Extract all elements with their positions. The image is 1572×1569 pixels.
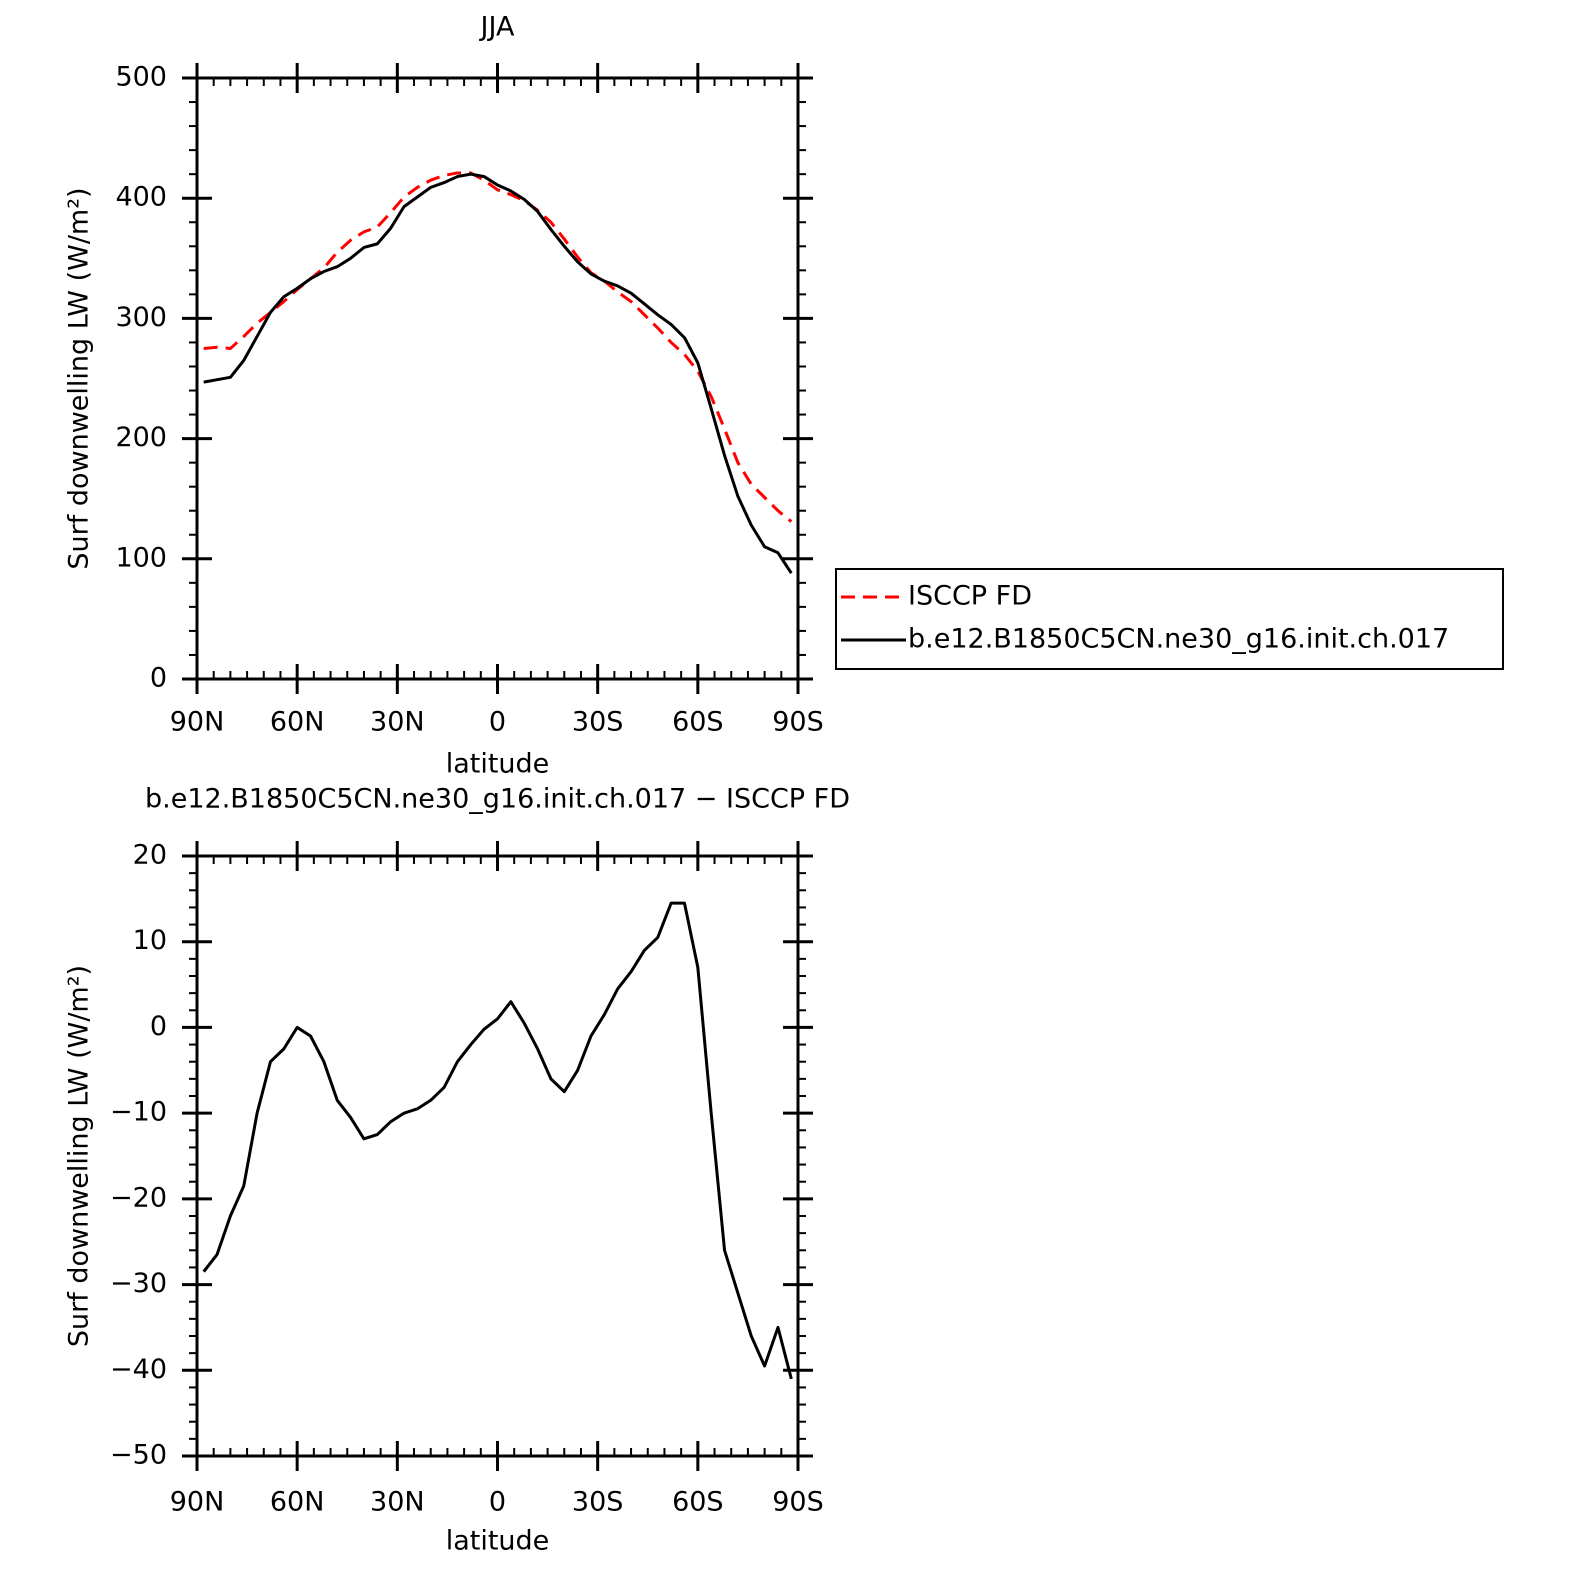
x-axis-label: latitude xyxy=(446,1526,550,1557)
y-tick-label: −50 xyxy=(110,1440,167,1471)
x-tick-label: 30S xyxy=(572,1487,624,1518)
y-tick-label: 0 xyxy=(150,663,167,694)
y-tick-label: 0 xyxy=(150,1011,167,1042)
legend-label: b.e12.B1850C5CN.ne30_g16.init.ch.017 xyxy=(908,624,1449,655)
y-tick-label: 10 xyxy=(133,925,167,956)
x-tick-label: 60S xyxy=(672,707,724,738)
x-tick-label: 90S xyxy=(772,707,824,738)
legend-box xyxy=(835,568,1504,670)
x-tick-label: 30N xyxy=(370,707,425,738)
chart-title: JJA xyxy=(479,12,515,43)
x-tick-label: 30S xyxy=(572,707,624,738)
data-line xyxy=(203,171,793,523)
x-tick-label: 90S xyxy=(772,1487,824,1518)
y-tick-label: 300 xyxy=(115,302,167,333)
x-tick-label: 0 xyxy=(489,707,506,738)
data-line xyxy=(203,172,793,575)
plot-frame xyxy=(195,854,800,1458)
legend-label: ISCCP FD xyxy=(908,581,1032,612)
plot-frame xyxy=(195,76,800,681)
y-tick-label: 200 xyxy=(115,422,167,453)
y-tick-label: −40 xyxy=(110,1354,167,1385)
y-tick-label: 400 xyxy=(115,182,167,213)
y-axis-label: Surf downwelling LW (W/m²) xyxy=(64,187,95,569)
x-tick-label: 90N xyxy=(170,707,225,738)
y-tick-label: −10 xyxy=(110,1097,167,1128)
y-tick-label: 500 xyxy=(115,62,167,93)
x-tick-label: 0 xyxy=(489,1487,506,1518)
x-tick-label: 90N xyxy=(170,1487,225,1518)
x-tick-label: 60S xyxy=(672,1487,724,1518)
data-line xyxy=(202,901,793,1380)
chart-title: b.e12.B1850C5CN.ne30_g16.init.ch.017 − I… xyxy=(145,784,850,815)
y-tick-label: −20 xyxy=(110,1182,167,1213)
y-tick-label: 20 xyxy=(133,840,167,871)
y-axis-label: Surf downwelling LW (W/m²) xyxy=(64,965,95,1347)
x-tick-label: 60N xyxy=(270,1487,325,1518)
x-tick-label: 30N xyxy=(370,1487,425,1518)
y-tick-label: 100 xyxy=(115,542,167,573)
x-tick-label: 60N xyxy=(270,707,325,738)
x-axis-label: latitude xyxy=(446,749,550,780)
y-tick-label: −30 xyxy=(110,1268,167,1299)
